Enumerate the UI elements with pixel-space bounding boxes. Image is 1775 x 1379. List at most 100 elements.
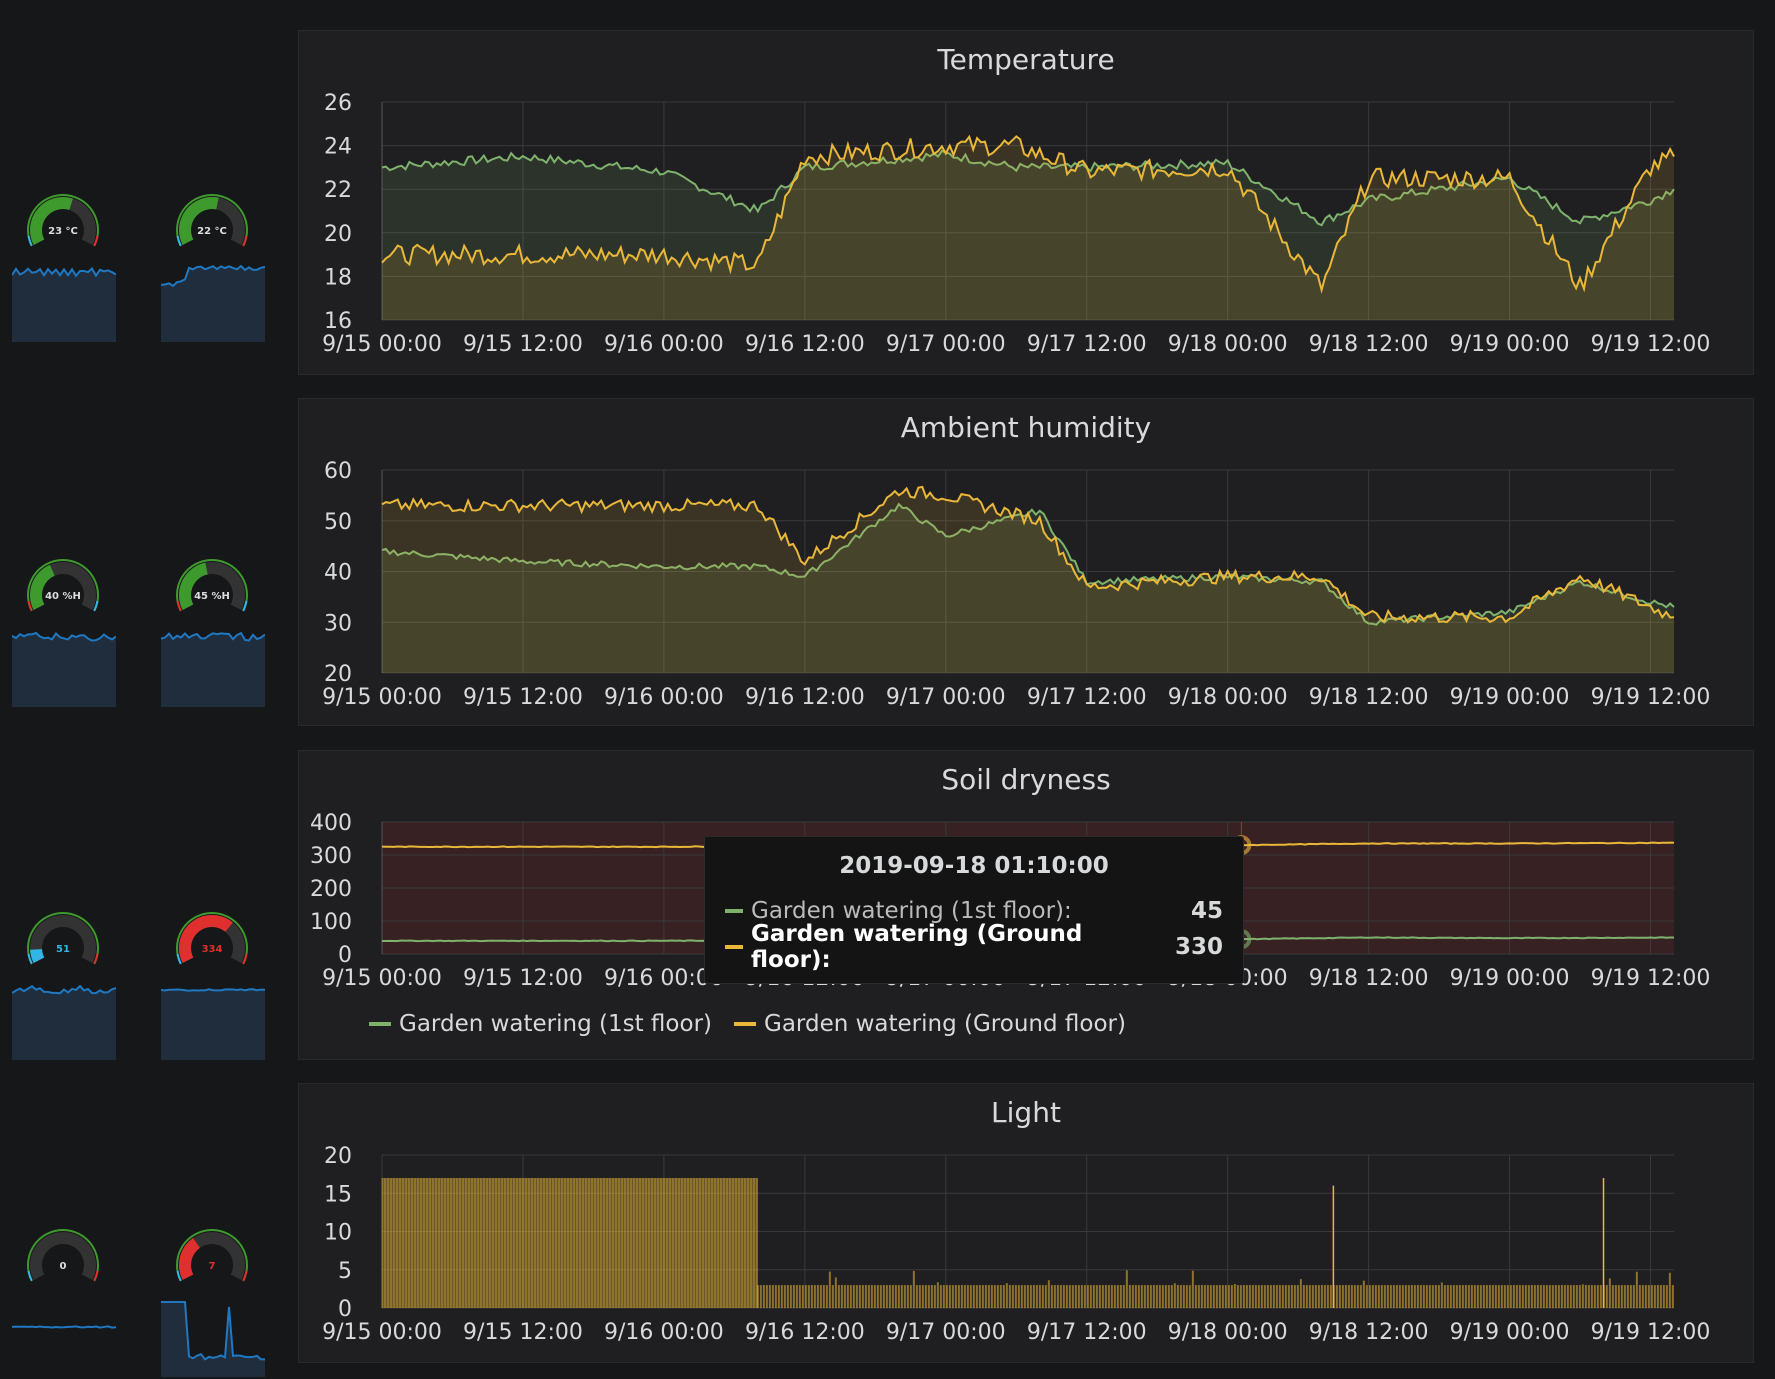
tooltip-series-name: Garden watering (1st floor): [751,898,1072,924]
sparkline [12,631,116,707]
legend-item-first-floor[interactable]: Garden watering (1st floor) [369,1011,712,1037]
x-tick-label: 9/16 12:00 [745,685,865,710]
sparkline-line [12,1325,116,1329]
y-tick-label: 300 [310,844,352,869]
humidity-chart[interactable]: 20 30 40 50 60 9/15 00:00 9/15 12:00 9/16 00:00… [299,399,1755,727]
gauge-threshold-arc [176,600,182,612]
legend-swatch [369,1022,391,1026]
tooltip-series-value: 330 [1174,934,1223,960]
tooltip-series-name: Garden watering (Ground floor): [751,921,1083,973]
gauge-threshold-arc [27,1229,99,1282]
y-tick-label: 40 [324,561,352,586]
x-tick-label: 9/18 12:00 [1309,1320,1429,1345]
x-tick-label: 9/18 12:00 [1309,332,1429,357]
x-tick-label: 9/19 12:00 [1591,1320,1711,1345]
x-tick-label: 9/17 12:00 [1027,332,1147,357]
x-tick-label: 9/15 12:00 [463,332,583,357]
legend-item-ground-floor[interactable]: Garden watering (Ground floor) [734,1011,1126,1037]
gauge-value-label: 40 %H [45,591,81,602]
legend-label: Garden watering (Ground floor) [764,1011,1126,1037]
x-tick-label: 9/19 12:00 [1591,966,1711,991]
gauge: 23 °C [27,194,99,247]
sparkline-line [12,267,116,278]
y-tick-label: 20 [324,222,352,247]
y-tick-label: 10 [324,1221,352,1246]
chart-tooltip: 2019-09-18 01:10:00 Garden watering (1st… [704,836,1244,984]
temperature-chart[interactable]: 16 18 20 22 24 26 9/15 00:00 9/15 12:00 9/16 00:… [299,31,1755,376]
series-line [381,485,1675,624]
gauge-threshold-arc [27,1270,33,1282]
gauge-threshold-arc [176,194,248,247]
gauge-value-label: 23 °C [48,226,78,237]
x-tick-label: 9/19 12:00 [1591,685,1711,710]
x-tick-label: 9/19 00:00 [1450,332,1570,357]
x-tick-label: 9/19 00:00 [1450,966,1570,991]
series-area [382,504,1674,673]
gauge-value-label: 334 [202,944,223,955]
x-tick-label: 9/16 00:00 [604,685,724,710]
humidity-panel[interactable]: Ambient humidity 20 30 40 50 60 9/15 00:00 9/1… [298,398,1754,726]
legend-label: Garden watering (1st floor) [399,1011,712,1037]
sparkline-fill [12,633,116,707]
gauge-value-arc [30,197,73,245]
light-chart[interactable]: 0 5 10 15 20 9/15 00:00 9/15 12:00 9/16 00:00 9/… [299,1084,1755,1364]
gauge-threshold-arc [176,559,248,612]
y-tick-label: 200 [310,877,352,902]
temperature-panel[interactable]: Temperature 16 18 20 22 24 26 9/15 00:00 9/15 1… [298,30,1754,375]
series-area [382,486,1674,673]
gauge-value-arc [179,562,209,610]
sparkline-fill [161,266,265,342]
x-tick-label: 9/15 12:00 [463,966,583,991]
gauge-threshold-arc [93,600,99,612]
gauge-threshold-arc [93,1270,99,1282]
y-tick-label: 400 [310,811,352,836]
gauge-value-label: 0 [60,1261,67,1272]
gauge-threshold-arc [93,235,99,247]
sparkline-line [12,984,116,995]
x-tick-label: 9/17 00:00 [886,1320,1006,1345]
y-tick-label: 100 [310,910,352,935]
gauge-track [30,1232,96,1280]
gauge-threshold-arc [242,235,248,247]
gauge-threshold-arc [27,194,99,247]
panel-title: Light [991,1096,1061,1129]
y-tick-label: 0 [338,1297,352,1322]
sparkline-line [161,631,265,642]
x-tick-label: 9/17 00:00 [886,332,1006,357]
gauge: 334 [176,912,248,965]
light-panel[interactable]: Light 0 5 10 15 20 9/15 00:00 9/15 12:00 9/16 0… [298,1083,1754,1363]
y-tick-label: 30 [324,611,352,636]
y-tick-label: 60 [324,459,352,484]
gauge-value-arc [179,1238,201,1280]
y-tick-label: 24 [324,135,352,160]
panel-title: Soil dryness [941,763,1111,796]
y-tick-label: 50 [324,510,352,535]
panel-title: Temperature [937,43,1115,76]
series-area [382,136,1674,320]
gauge: 0 [27,1229,99,1282]
gauge-value-label: 7 [209,1261,216,1272]
sparkline [161,1301,265,1377]
gauge: 22 °C [176,194,248,247]
gauge-threshold-arc [27,912,99,965]
gauge-value-arc [30,564,56,610]
gauge-threshold-arc [242,1270,248,1282]
x-tick-label: 9/18 00:00 [1168,1320,1288,1345]
tooltip-row: Garden watering (1st floor): 45 [725,893,1223,929]
gauge-threshold-arc [242,953,248,965]
x-tick-label: 9/15 00:00 [322,1320,442,1345]
y-tick-label: 26 [324,91,352,116]
x-tick-label: 9/19 00:00 [1450,685,1570,710]
series-line [381,134,1675,295]
gauge-threshold-arc [176,1270,182,1282]
sparkline-line [12,631,116,642]
y-tick-label: 5 [338,1259,352,1284]
x-tick-label: 9/16 00:00 [604,966,724,991]
x-tick-label: 9/18 00:00 [1168,685,1288,710]
y-tick-label: 18 [324,265,352,290]
gauge-threshold-arc [27,559,99,612]
x-tick-label: 9/16 12:00 [745,1320,865,1345]
sparkline [12,984,116,1060]
gauge-value-arc [179,197,219,245]
sparkline-fill [12,986,116,1060]
